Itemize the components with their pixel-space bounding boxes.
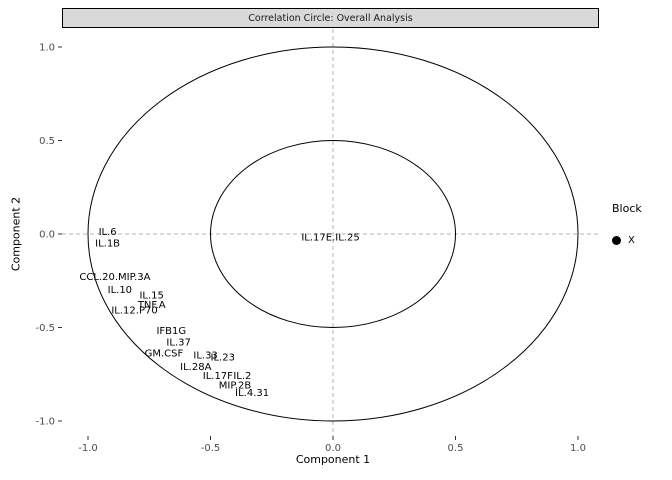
y-axis-title: Component 2 [9,196,23,272]
variable-label: IL.17F [203,371,233,382]
x-tick-label: -1.0 [78,443,98,454]
y-tick-label: -1.0 [35,417,55,428]
variable-label: IL.12.P70 [111,306,157,317]
variable-label: IL.10 [108,285,132,296]
plot-title: Correlation Circle: Overall Analysis [248,12,413,24]
y-tick-label: 0.5 [39,136,55,147]
variable-label: IL.33 [193,351,217,362]
legend-item-label: X [628,235,635,246]
variable-label: IL.28A [180,362,211,373]
legend-item-x: X [612,235,670,246]
inner-correlation-circle [210,140,456,328]
variable-label: IFB1G [156,326,186,337]
variable-label: IL.15 [139,291,163,302]
x-tick-label: 1.0 [570,443,586,454]
variable-label: TNF.A [137,300,166,311]
x-tick-label: 0.0 [325,443,341,454]
y-tick-label: -0.5 [35,323,55,334]
variable-label: IL.1B [95,238,120,249]
plot-title-strip: Correlation Circle: Overall Analysis [62,8,599,28]
legend-marker-dot-icon [612,236,621,245]
variable-label: IL.2 [233,371,251,382]
outer-correlation-circle [87,46,579,422]
y-tick-label: 1.0 [39,43,55,54]
variable-label: IL.37 [166,337,190,348]
variable-label: IL.4.31 [235,388,269,399]
legend: Block X [612,202,670,246]
x-tick-label: 0.5 [448,443,464,454]
variable-label: MIP.2B [219,380,252,391]
variable-label: CCL.20.MIP.3A [79,272,150,283]
x-tick-label: -0.5 [201,443,221,454]
variable-label: GM.CSF [145,349,184,360]
variable-label: IL.23 [211,352,235,363]
variable-label: IL.17E.IL.25 [301,233,359,244]
x-axis-title: Component 1 [295,453,371,466]
variable-label: IL.6 [99,227,117,238]
y-tick-label: 0.0 [39,230,55,241]
legend-title: Block [612,202,642,215]
